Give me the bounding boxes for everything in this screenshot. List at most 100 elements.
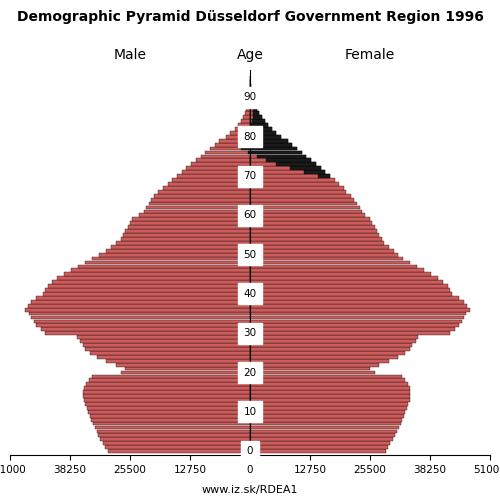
Bar xyxy=(98,434,250,437)
Bar xyxy=(206,150,250,154)
Bar xyxy=(177,174,250,178)
Bar xyxy=(250,218,370,221)
Bar xyxy=(254,116,262,119)
Bar xyxy=(116,363,250,366)
Bar xyxy=(254,112,259,115)
Bar xyxy=(250,190,346,194)
Bar xyxy=(238,143,292,146)
Bar xyxy=(318,174,330,178)
Bar xyxy=(116,241,250,244)
Bar xyxy=(250,233,380,237)
Bar xyxy=(250,446,388,449)
Bar xyxy=(250,237,382,241)
Bar xyxy=(250,272,431,276)
Bar xyxy=(28,304,250,308)
Bar xyxy=(226,135,250,138)
Text: 20: 20 xyxy=(244,368,256,378)
Bar xyxy=(52,280,250,284)
Bar xyxy=(250,304,468,308)
Bar xyxy=(92,418,250,422)
Bar xyxy=(84,386,250,390)
Bar xyxy=(250,449,386,453)
Bar xyxy=(172,178,250,182)
Bar xyxy=(36,296,250,300)
Text: 70: 70 xyxy=(244,171,256,181)
Bar xyxy=(250,343,412,347)
Bar xyxy=(250,406,406,409)
Bar xyxy=(248,100,250,103)
Text: 30: 30 xyxy=(244,328,256,338)
Bar xyxy=(276,162,316,166)
Bar xyxy=(250,222,372,225)
Bar xyxy=(250,131,276,134)
Bar xyxy=(248,127,272,131)
Bar xyxy=(108,449,250,453)
Bar xyxy=(250,288,450,292)
Bar xyxy=(196,158,250,162)
Bar xyxy=(57,276,250,280)
Bar xyxy=(250,316,464,320)
Bar xyxy=(250,355,398,358)
Bar xyxy=(97,355,250,358)
Bar xyxy=(250,382,408,386)
Bar xyxy=(250,104,254,107)
Bar xyxy=(266,158,311,162)
Bar xyxy=(214,143,250,146)
Bar xyxy=(126,229,250,233)
Bar xyxy=(86,260,250,264)
Bar xyxy=(250,127,272,131)
Bar xyxy=(250,351,406,354)
Bar xyxy=(257,154,306,158)
Bar xyxy=(254,108,256,111)
Bar xyxy=(89,378,250,382)
Bar xyxy=(250,210,362,214)
Bar xyxy=(251,123,268,127)
Bar xyxy=(120,237,250,241)
Bar xyxy=(92,256,250,260)
Bar xyxy=(43,292,250,296)
Bar xyxy=(250,100,254,103)
Bar xyxy=(250,268,424,272)
Bar xyxy=(48,284,250,288)
Bar xyxy=(46,288,250,292)
Bar xyxy=(182,170,250,174)
Bar xyxy=(250,438,392,441)
Bar xyxy=(250,374,402,378)
Bar xyxy=(250,146,297,150)
Bar xyxy=(250,112,259,115)
Bar xyxy=(250,324,460,327)
Bar xyxy=(250,214,366,217)
Bar xyxy=(84,394,250,398)
Bar xyxy=(250,158,311,162)
Bar xyxy=(250,202,357,205)
Bar xyxy=(250,292,452,296)
Bar xyxy=(241,119,250,123)
Bar xyxy=(250,422,400,426)
Text: 0: 0 xyxy=(247,446,254,456)
Bar xyxy=(246,131,276,134)
Bar xyxy=(250,170,326,174)
Bar xyxy=(92,374,250,378)
Bar xyxy=(250,174,330,178)
Bar xyxy=(250,143,292,146)
Bar xyxy=(120,370,250,374)
Bar xyxy=(210,146,250,150)
Bar xyxy=(86,402,250,406)
Bar xyxy=(250,300,464,304)
Bar xyxy=(93,422,250,426)
Bar xyxy=(250,116,262,119)
Bar xyxy=(36,324,250,327)
Bar xyxy=(250,386,410,390)
Text: 10: 10 xyxy=(244,407,256,417)
Text: Female: Female xyxy=(345,48,395,62)
Bar xyxy=(250,194,351,198)
Bar xyxy=(250,410,406,414)
Bar xyxy=(100,438,250,441)
Bar xyxy=(86,406,250,409)
Bar xyxy=(250,402,408,406)
Bar xyxy=(250,276,438,280)
Bar xyxy=(151,198,250,202)
Bar xyxy=(86,347,250,351)
Bar xyxy=(250,347,410,351)
Bar xyxy=(250,280,443,284)
